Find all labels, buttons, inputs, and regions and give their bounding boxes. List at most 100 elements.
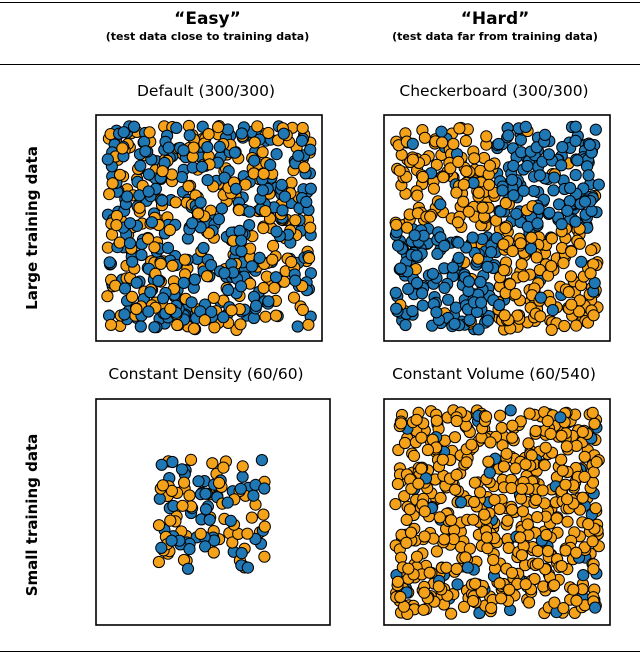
scatter-point-orange	[256, 146, 269, 159]
scatter-point-orange	[570, 319, 583, 332]
scatter-point-blue	[236, 470, 249, 483]
scatter-point-blue	[234, 280, 248, 293]
scatter-point-orange	[561, 515, 574, 528]
scatter-point-blue	[248, 154, 261, 167]
scatter-point-orange	[258, 550, 271, 563]
scatter-point-orange	[467, 513, 480, 526]
scatter-point-blue	[134, 320, 147, 333]
scatter-point-blue	[506, 173, 519, 187]
scatter-point-orange	[262, 126, 275, 140]
scatter-point-orange	[432, 580, 445, 593]
scatter-point-blue	[243, 205, 256, 218]
scatter-point-orange	[212, 121, 225, 134]
scatter-point-orange	[225, 304, 238, 317]
scatter-point-orange	[164, 302, 177, 315]
scatter-point-orange	[391, 575, 404, 588]
scatter-point-orange	[539, 441, 552, 454]
scatter-point-blue	[577, 569, 590, 582]
scatter-point-orange	[296, 121, 309, 135]
scatter-point-blue	[564, 181, 577, 195]
scatter-point-blue	[538, 128, 552, 141]
panel-title-default: Default (300/300)	[136, 82, 276, 100]
scatter-point-orange	[564, 270, 578, 283]
scatter-point-blue	[589, 123, 602, 136]
scatter-point-orange	[201, 270, 214, 283]
scatter-point-blue	[177, 276, 190, 289]
scatter-point-orange	[296, 303, 309, 316]
scatter-point-blue	[555, 218, 568, 231]
scatter-point-orange	[558, 319, 571, 333]
scatter-point-blue	[410, 276, 424, 290]
scatter-point-blue	[199, 487, 212, 500]
scatter-point-blue	[155, 458, 168, 471]
scatter-point-orange	[468, 152, 481, 165]
scatter-point-blue	[117, 126, 130, 139]
scatter-point-orange	[481, 542, 494, 555]
scatter-point-orange	[525, 231, 538, 244]
scatter-point-orange	[556, 464, 569, 477]
scatter-svg-constant-volume	[383, 398, 611, 626]
scatter-point-blue	[442, 293, 455, 306]
scatter-point-orange	[460, 456, 473, 469]
scatter-point-orange	[257, 281, 270, 295]
scatter-point-orange	[169, 196, 182, 209]
scatter-point-blue	[142, 185, 155, 198]
scatter-point-blue	[399, 318, 412, 332]
scatter-point-blue	[507, 159, 520, 173]
scatter-point-orange	[178, 476, 191, 489]
scatter-point-orange	[488, 493, 501, 507]
scatter-point-blue	[155, 541, 168, 554]
scatter-point-orange	[437, 171, 450, 184]
scatter-point-blue	[175, 171, 189, 184]
scatter-point-orange	[234, 318, 247, 331]
scatter-point-orange	[398, 436, 412, 450]
header-rule	[0, 64, 640, 65]
scatter-point-orange	[578, 470, 591, 484]
scatter-point-blue	[569, 120, 582, 133]
scatter-point-orange	[476, 201, 489, 214]
scatter-point-blue	[262, 295, 275, 308]
scatter-point-orange	[514, 237, 527, 250]
scatter-point-blue	[452, 236, 465, 249]
scatter-point-blue	[492, 137, 505, 151]
scatter-point-blue	[300, 195, 313, 209]
scatter-point-blue	[481, 314, 494, 327]
scatter-point-blue	[153, 492, 166, 505]
scatter-point-blue	[556, 140, 569, 154]
scatter-point-orange	[509, 462, 522, 475]
scatter-point-blue	[390, 302, 403, 315]
scatter-point-orange	[418, 131, 432, 144]
scatter-point-blue	[218, 171, 231, 184]
scatter-point-orange	[257, 222, 270, 235]
scatter-point-blue	[235, 547, 248, 560]
scatter-point-orange	[434, 491, 447, 505]
scatter-point-orange	[493, 577, 506, 590]
scatter-point-blue	[245, 260, 258, 273]
scatter-point-blue	[270, 148, 283, 161]
scatter-point-orange	[178, 253, 192, 266]
scatter-point-blue	[589, 601, 602, 614]
scatter-point-orange	[418, 586, 431, 599]
scatter-point-orange	[457, 178, 470, 191]
scatter-point-orange	[445, 607, 458, 620]
scatter-point-orange	[217, 461, 230, 474]
scatter-point-blue	[431, 247, 444, 260]
scatter-point-orange	[499, 197, 512, 210]
scatter-point-blue	[531, 217, 544, 230]
scatter-point-orange	[207, 546, 220, 559]
scatter-point-blue	[197, 241, 210, 255]
scatter-point-orange	[480, 410, 493, 423]
scatter-point-orange	[586, 406, 599, 419]
scatter-point-blue	[118, 308, 131, 321]
scatter-point-blue	[408, 229, 421, 242]
scatter-point-orange	[400, 536, 413, 549]
scatter-point-orange	[154, 257, 167, 270]
scatter-point-orange	[485, 601, 498, 615]
scatter-point-orange	[148, 241, 161, 254]
scatter-point-blue	[103, 256, 116, 269]
scatter-point-orange	[586, 535, 599, 548]
scatter-point-orange	[497, 460, 511, 473]
scatter-point-orange	[584, 267, 597, 280]
column-subtitle-easy: (test data close to training data)	[105, 30, 310, 43]
scatter-point-blue	[269, 271, 283, 284]
